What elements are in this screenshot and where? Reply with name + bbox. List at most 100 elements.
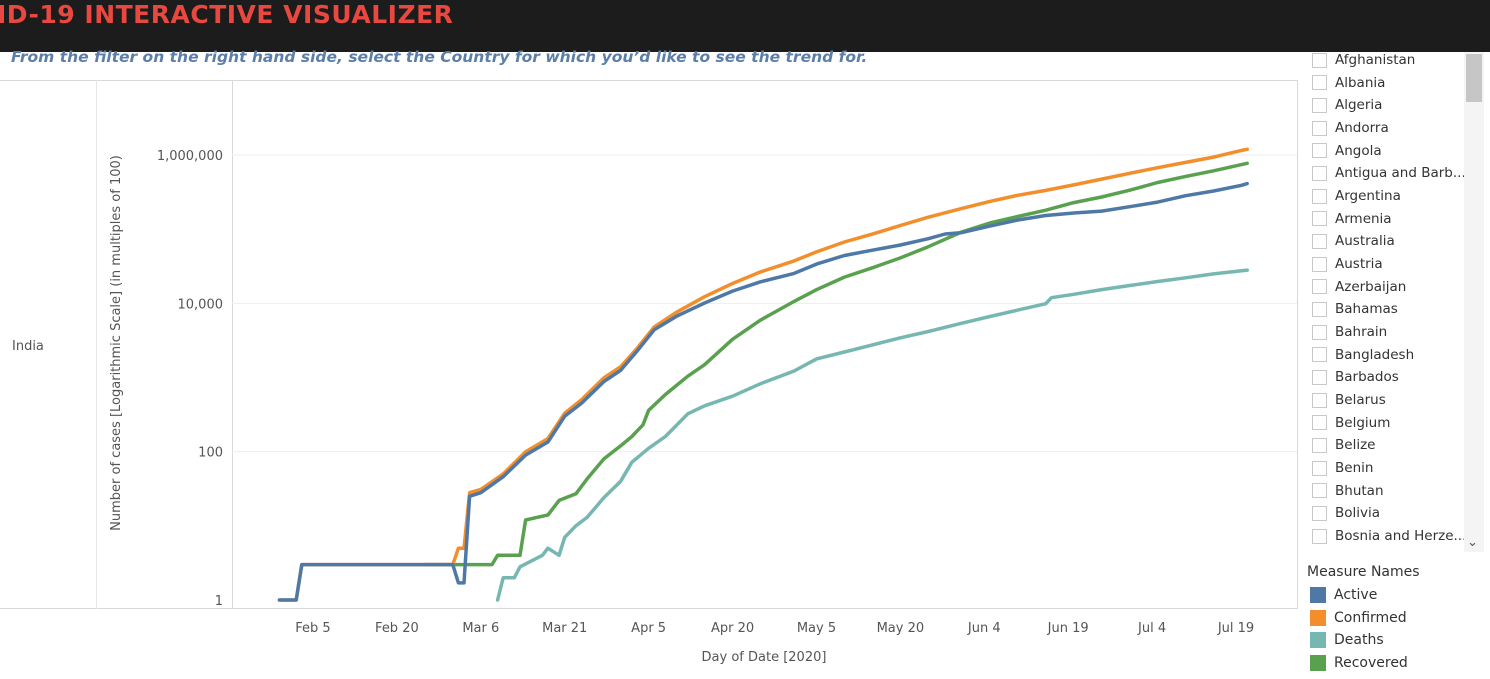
- filter-checkbox[interactable]: [1312, 52, 1327, 68]
- legend-label: Confirmed: [1334, 609, 1407, 626]
- scrollbar-thumb[interactable]: [1466, 54, 1482, 102]
- filter-item-label: Albania: [1335, 74, 1386, 91]
- y-tick-label: 1,000,000: [157, 149, 223, 164]
- chart-svg[interactable]: 1 100 10,000 1,000,000 India Number of cases …: [0, 80, 1298, 610]
- filter-item[interactable]: Benin: [1312, 458, 1373, 478]
- filter-checkbox[interactable]: [1312, 301, 1327, 317]
- filter-checkbox[interactable]: [1312, 97, 1327, 113]
- row-label: India: [12, 339, 44, 354]
- filter-item[interactable]: Azerbaijan: [1312, 277, 1406, 297]
- x-tick-label: Jun 19: [1047, 621, 1089, 636]
- filter-item[interactable]: Bolivia: [1312, 503, 1380, 523]
- filter-checkbox[interactable]: [1312, 528, 1327, 544]
- filter-item-label: Andorra: [1335, 120, 1389, 136]
- filter-item[interactable]: Barbados: [1312, 367, 1399, 387]
- filter-item[interactable]: Antigua and Barb...: [1312, 163, 1466, 183]
- filter-item[interactable]: Afghanistan: [1312, 52, 1415, 70]
- filter-item-label: Bahrain: [1335, 324, 1388, 341]
- filter-item-label: Bahamas: [1335, 301, 1398, 318]
- legend-swatch: [1310, 632, 1326, 649]
- legend-label: Active: [1334, 587, 1378, 604]
- line-chart[interactable]: 1 100 10,000 1,000,000 India Number of cases …: [0, 80, 1298, 610]
- filter-checkbox[interactable]: [1312, 75, 1327, 91]
- filter-item-label: Australia: [1335, 233, 1395, 250]
- filter-item-label: Angola: [1335, 142, 1382, 159]
- filter-item-label: Barbados: [1335, 369, 1399, 386]
- filter-checkbox[interactable]: [1312, 392, 1327, 408]
- filter-item-label: Benin: [1335, 460, 1374, 477]
- filter-item-label: Bhutan: [1335, 482, 1384, 499]
- filter-checkbox[interactable]: [1312, 437, 1327, 453]
- x-tick-label: Jun 4: [967, 621, 1001, 636]
- filter-item-label: Bolivia: [1335, 505, 1381, 522]
- country-filter[interactable]: Afghanistan Albania Algeria Andorra Angola An…: [1300, 52, 1490, 552]
- x-tick-label: Mar 21: [542, 621, 587, 636]
- filter-item[interactable]: Bahamas: [1312, 299, 1398, 319]
- filter-item-label: Armenia: [1335, 210, 1392, 227]
- y-tick-label: 10,000: [178, 297, 224, 312]
- filter-item[interactable]: Bhutan: [1312, 481, 1384, 501]
- series-line-deaths: [495, 268, 1249, 602]
- filter-item[interactable]: Belize: [1312, 435, 1375, 455]
- legend-title: Measure Names: [1307, 564, 1420, 580]
- filter-checkbox[interactable]: [1312, 483, 1327, 499]
- filter-item[interactable]: Angola: [1312, 141, 1382, 161]
- legend-item[interactable]: Confirmed: [1310, 607, 1420, 630]
- filter-item-label: Azerbaijan: [1335, 278, 1407, 295]
- filter-item[interactable]: Andorra: [1312, 118, 1389, 138]
- instruction-text: From the filter on the right hand side, …: [11, 48, 868, 66]
- filter-item[interactable]: Bosnia and Herze...: [1312, 526, 1466, 546]
- filter-item[interactable]: Algeria: [1312, 95, 1382, 115]
- legend-swatch: [1310, 609, 1326, 626]
- scroll-down-icon[interactable]: ⌄: [1467, 535, 1478, 550]
- filter-checkbox[interactable]: [1312, 165, 1327, 181]
- filter-checkbox[interactable]: [1312, 188, 1327, 204]
- legend-item[interactable]: Recovered: [1310, 652, 1420, 675]
- filter-checkbox[interactable]: [1312, 120, 1327, 136]
- filter-checkbox[interactable]: [1312, 279, 1327, 295]
- x-axis-title: Day of Date [2020]: [702, 650, 827, 665]
- filter-item-label: Belgium: [1335, 414, 1391, 431]
- filter-item-label: Belarus: [1335, 392, 1386, 409]
- filter-item[interactable]: Argentina: [1312, 186, 1401, 206]
- filter-scrollbar[interactable]: ⌄: [1464, 52, 1484, 552]
- filter-checkbox[interactable]: [1312, 415, 1327, 431]
- filter-item[interactable]: Armenia: [1312, 209, 1392, 229]
- y-tick-label: 100: [198, 446, 223, 461]
- x-tick-label: May 20: [877, 621, 925, 636]
- filter-checkbox[interactable]: [1312, 324, 1327, 340]
- dashboard-title: ID-19 INTERACTIVE VISUALIZER: [0, 0, 454, 29]
- filter-item[interactable]: Austria: [1312, 254, 1383, 274]
- x-tick-label: Apr 20: [711, 621, 754, 636]
- filter-checkbox[interactable]: [1312, 505, 1327, 521]
- legend-swatch: [1310, 587, 1326, 604]
- filter-checkbox[interactable]: [1312, 460, 1327, 476]
- legend-item[interactable]: Active: [1310, 584, 1420, 607]
- x-tick-label: Apr 5: [631, 621, 666, 636]
- filter-checkbox[interactable]: [1312, 347, 1327, 363]
- filter-item-label: Argentina: [1335, 188, 1401, 205]
- legend-item[interactable]: Deaths: [1310, 629, 1420, 652]
- filter-item[interactable]: Albania: [1312, 73, 1385, 93]
- filter-checkbox[interactable]: [1312, 256, 1327, 272]
- series-line-confirmed: [277, 147, 1249, 602]
- series-line-active: [277, 181, 1249, 602]
- filter-item-label: Belize: [1335, 437, 1376, 454]
- series-line-recovered: [423, 161, 1249, 567]
- filter-item[interactable]: Bangladesh: [1312, 345, 1414, 365]
- filter-item[interactable]: Bahrain: [1312, 322, 1387, 342]
- filter-item[interactable]: Belgium: [1312, 413, 1390, 433]
- x-tick-label: May 5: [797, 621, 836, 636]
- filter-item-label: Austria: [1335, 256, 1383, 273]
- filter-item[interactable]: Australia: [1312, 231, 1395, 251]
- legend-swatch: [1310, 654, 1326, 671]
- filter-item[interactable]: Belarus: [1312, 390, 1386, 410]
- legend: Measure Names Active Confirmed Deaths Recov…: [1307, 564, 1420, 674]
- filter-checkbox[interactable]: [1312, 369, 1327, 385]
- filter-item-label: Bangladesh: [1335, 346, 1415, 363]
- y-axis-title: Number of cases [Logarithmic Scale] (in …: [109, 155, 124, 531]
- x-axis: Feb 5 Feb 20 Mar 6 Mar 21 Apr 5 Apr 20 May 5 Ma…: [295, 621, 1254, 665]
- filter-checkbox[interactable]: [1312, 211, 1327, 227]
- filter-checkbox[interactable]: [1312, 143, 1327, 159]
- filter-checkbox[interactable]: [1312, 233, 1327, 249]
